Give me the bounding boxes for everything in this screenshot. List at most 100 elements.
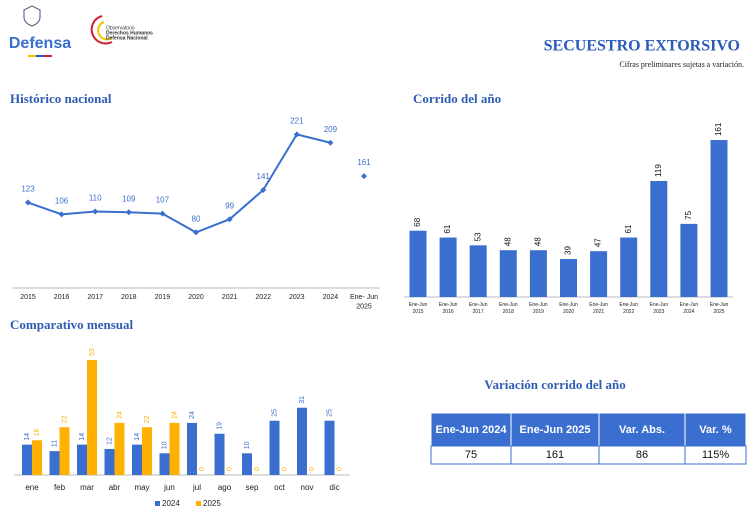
legend-swatch <box>155 501 160 506</box>
page-title: SECUESTRO EXTORSIVO <box>544 38 740 55</box>
header-cell <box>598 412 686 447</box>
legend-label: 2024 <box>162 499 180 508</box>
x-tick-label: 2019 <box>155 294 171 301</box>
header-cell <box>684 412 747 447</box>
x-tick-line: 2018 <box>121 294 137 301</box>
x-tick-label: 2020 <box>188 294 204 301</box>
bar <box>710 140 728 297</box>
x-tick-line: Ene-Jun <box>469 302 488 308</box>
x-tick-line: 2022 <box>623 309 634 315</box>
x-tick-line: Ene-Jun <box>499 302 518 308</box>
x-tick-line: 2025 <box>713 309 724 315</box>
bar <box>114 422 125 475</box>
x-tick-label: sep <box>246 483 259 492</box>
bar <box>214 433 225 475</box>
x-tick-line: Ene-Jun <box>439 302 458 308</box>
x-tick-label: Ene-Jun 2017 <box>469 302 488 315</box>
x-tick-label: Ene-Jun 2025 <box>710 302 729 315</box>
x-tick-label: Ene-Jun 2022 <box>619 302 638 315</box>
x-tick-label: Ene- Jun 2025 <box>350 294 378 310</box>
marker <box>327 139 334 146</box>
bar <box>409 230 427 297</box>
x-tick-label: may <box>134 483 149 492</box>
value-label: 110 <box>89 194 102 203</box>
x-tick-line: 2017 <box>87 294 103 301</box>
marker <box>125 209 132 216</box>
x-tick-line: 2015 <box>20 294 36 301</box>
x-tick-line: 2016 <box>54 294 70 301</box>
value-label: 221 <box>290 117 304 126</box>
table-title: Variación corrido del año <box>484 377 625 392</box>
x-tick-line: 2021 <box>222 294 238 301</box>
value-label: 24 <box>189 411 196 419</box>
marker <box>159 210 166 217</box>
x-tick-label: Ene-Jun 2023 <box>649 302 668 315</box>
emblem <box>97 21 113 41</box>
value-label: 22 <box>144 415 151 423</box>
value-label: 10 <box>244 441 251 449</box>
value-label: 14 <box>24 433 31 441</box>
bar <box>169 422 180 475</box>
x-tick-label: Ene-Jun 2019 <box>529 302 548 315</box>
x-tick-label: nov <box>301 483 314 492</box>
value-label: 0 <box>309 467 316 471</box>
bar <box>59 427 70 475</box>
x-tick-line: 2019 <box>533 309 544 315</box>
cell-text: 115% <box>702 449 730 461</box>
x-tick-label: Ene-Jun 2018 <box>499 302 518 315</box>
x-tick-line: 2024 <box>683 309 694 315</box>
x-tick-line: 2024 <box>323 294 339 301</box>
legend-swatch <box>196 501 201 506</box>
flag <box>44 55 52 57</box>
bar <box>297 407 307 475</box>
x-tick-label: 2023 <box>289 294 305 301</box>
bar <box>187 422 197 475</box>
bar <box>529 250 547 297</box>
x-tick-line: Ene-Jun <box>619 302 638 308</box>
value-label: 0 <box>281 467 288 471</box>
x-tick-label: 2017 <box>87 294 103 301</box>
x-tick-line: 2017 <box>473 309 484 315</box>
x-tick-label: oct <box>274 483 285 492</box>
value-label: 75 <box>684 210 693 219</box>
bar <box>132 444 142 475</box>
bar <box>680 223 698 297</box>
bar <box>49 451 60 475</box>
table: Ene-Jun 2024 Ene-Jun 2025 Var. Abs. Var. % 7… <box>430 412 747 465</box>
value-label: 19 <box>216 422 223 430</box>
value-label: 80 <box>192 215 201 224</box>
x-tick-line: 2023 <box>289 294 305 301</box>
x-tick-label: 2018 <box>121 294 137 301</box>
marker <box>92 208 99 215</box>
marker <box>361 173 367 180</box>
value-label: 25 <box>326 409 333 417</box>
x-tick-line: 2018 <box>503 309 514 315</box>
x-tick-line: 2019 <box>155 294 171 301</box>
header-text: Ene-Jun 2024 <box>436 424 508 436</box>
value-label: 61 <box>443 224 452 233</box>
value-label: 0 <box>254 467 261 471</box>
x-tick-label: mar <box>80 483 94 492</box>
cell <box>684 445 747 465</box>
value-label: 61 <box>624 224 633 233</box>
cell-text: 161 <box>546 449 564 461</box>
value-label: 0 <box>199 467 206 471</box>
value-label: 48 <box>503 237 512 246</box>
bar <box>142 427 152 475</box>
x-tick-line: 2022 <box>255 294 271 301</box>
value-label: 48 <box>534 237 543 246</box>
bar <box>439 237 457 297</box>
value-label: 24 <box>171 411 178 419</box>
value-label: 25 <box>271 409 278 417</box>
flag <box>36 55 44 57</box>
observatory: Derechos Humanos <box>106 30 153 36</box>
value-label: 68 <box>413 217 422 226</box>
x-tick-line: Ene-Jun <box>649 302 668 308</box>
bar <box>159 453 170 475</box>
x-tick-label: dic <box>329 483 339 492</box>
value-label: 31 <box>299 396 306 404</box>
bar <box>560 258 577 297</box>
bar <box>104 448 115 475</box>
emblem <box>90 15 113 45</box>
